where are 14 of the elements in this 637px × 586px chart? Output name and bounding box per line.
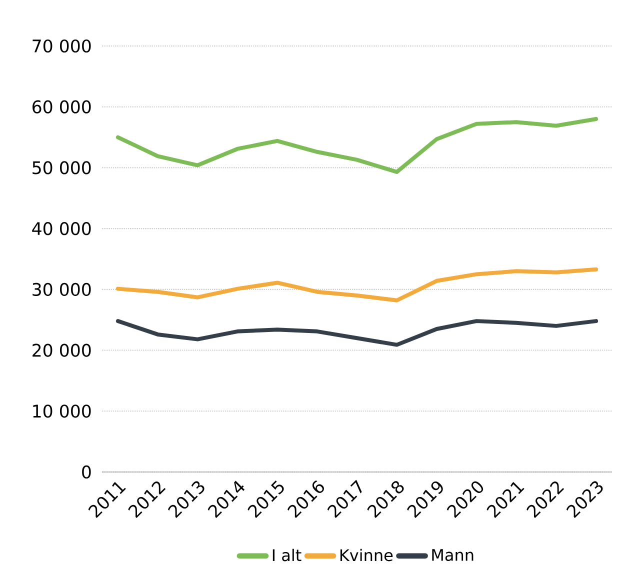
y-tick-label: 40 000 [32,222,91,236]
legend-label: Kvinne [340,548,393,562]
y-tick-label: 70 000 [32,39,91,53]
legend-label: Mann [432,549,474,561]
y-tick-label: 20 000 [32,344,91,357]
y-tick-label: 60 000 [32,100,91,114]
line-series [116,117,598,174]
legend-label: I alt [272,548,302,562]
line-series [116,267,598,302]
y-tick-label: 50 000 [32,161,91,174]
line-series [116,319,598,347]
y-tick-label: 30 000 [32,282,91,296]
y-tick-label: 0 [82,465,91,479]
y-tick-label: 10 000 [33,404,91,418]
